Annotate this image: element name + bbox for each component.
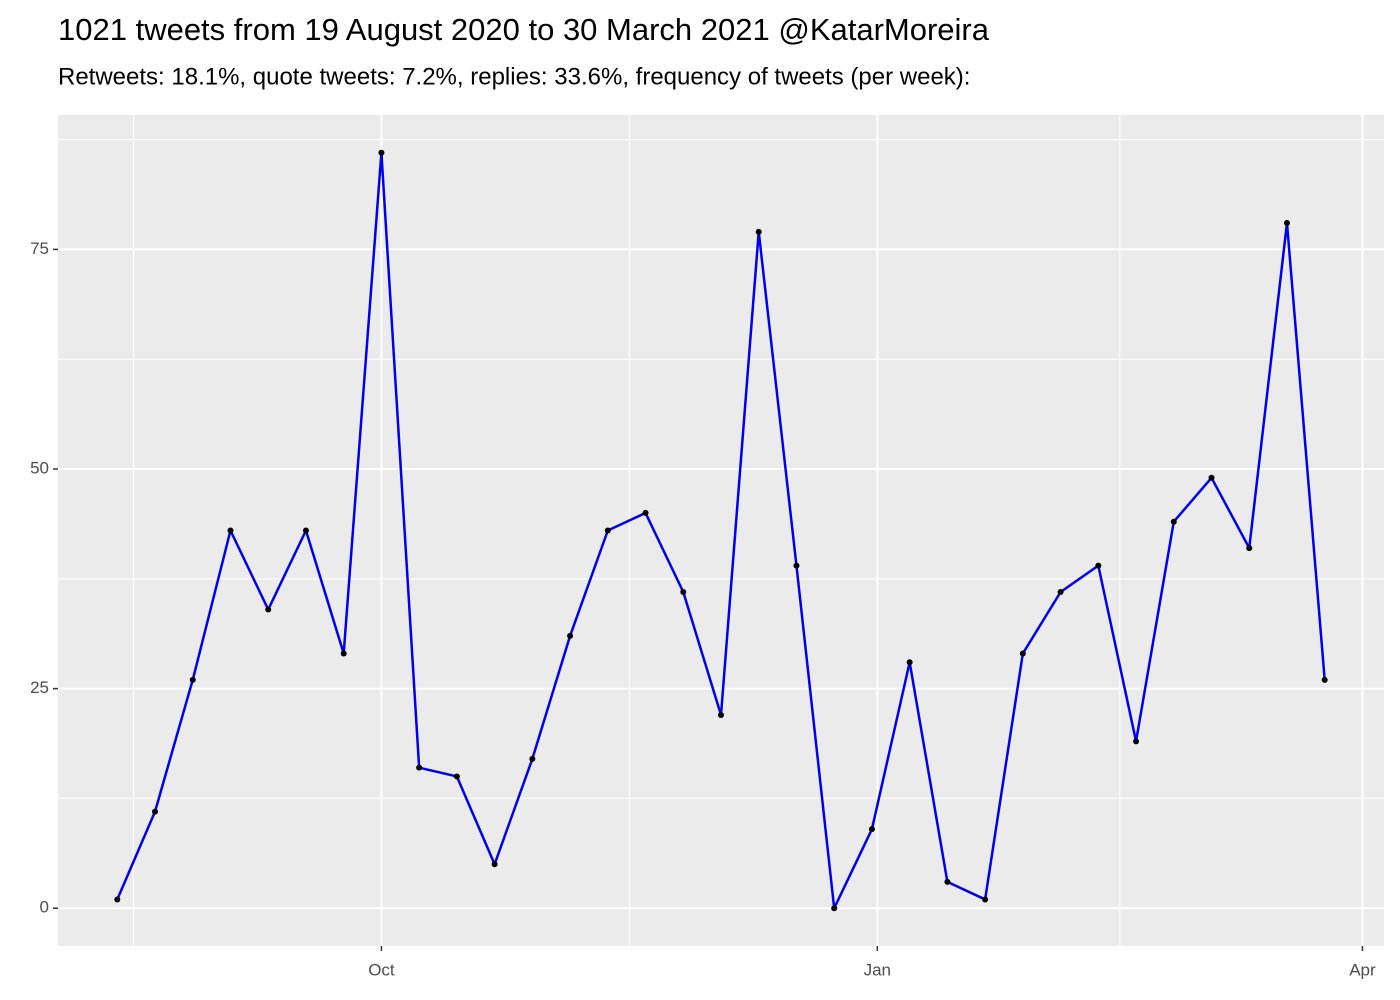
point (227, 527, 234, 534)
chart-title: 1021 tweets from 19 August 2020 to 30 Ma… (58, 12, 990, 47)
point (1170, 518, 1177, 525)
y-tick-label: 25 (30, 678, 49, 697)
point (642, 509, 649, 516)
point (718, 711, 724, 718)
point (944, 878, 951, 885)
point (1321, 676, 1328, 683)
point (529, 755, 536, 762)
x-tick-label: Oct (368, 960, 395, 979)
point (831, 905, 838, 912)
point (1133, 738, 1140, 745)
y-tick-label: 0 (40, 898, 49, 917)
point (868, 826, 875, 833)
point (265, 606, 272, 613)
point (567, 632, 574, 639)
point (152, 808, 159, 815)
point (1095, 562, 1102, 569)
point (755, 228, 762, 235)
plot-panel (58, 115, 1384, 946)
point (906, 659, 913, 666)
point (1019, 650, 1026, 657)
point (416, 764, 423, 771)
point (114, 896, 121, 903)
x-tick-label: Apr (1349, 960, 1376, 979)
x-tick-label: Jan (864, 960, 891, 979)
point (793, 562, 800, 569)
point (604, 527, 611, 534)
point (1283, 220, 1290, 227)
point (982, 896, 989, 903)
point (453, 773, 460, 780)
y-tick-label: 50 (30, 458, 49, 477)
y-tick-label: 75 (30, 239, 49, 258)
point (491, 861, 498, 868)
point (1246, 545, 1253, 552)
point (378, 149, 385, 156)
point (189, 676, 196, 683)
point (680, 588, 687, 595)
point (1057, 588, 1064, 595)
point (1208, 474, 1215, 481)
chart-subtitle: Retweets: 18.1%, quote tweets: 7.2%, rep… (58, 63, 970, 90)
point (340, 650, 347, 657)
point (302, 527, 309, 534)
